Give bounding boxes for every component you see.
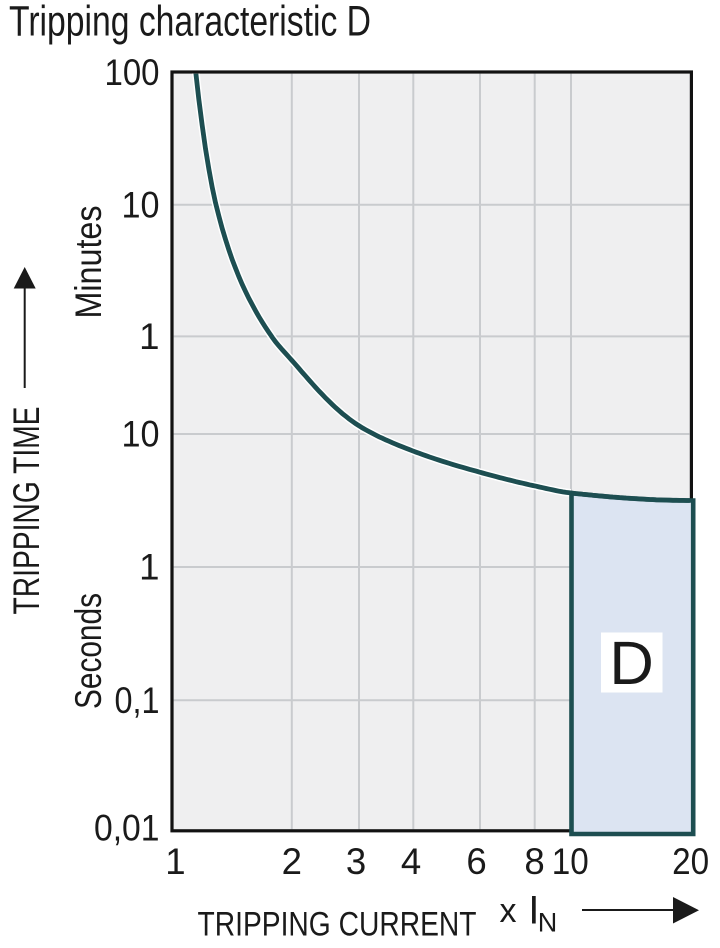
svg-text:D: D: [609, 629, 653, 698]
svg-text:N: N: [538, 907, 558, 937]
svg-text:TRIPPING CURRENT: TRIPPING CURRENT: [198, 905, 477, 943]
svg-text:10: 10: [552, 841, 589, 882]
svg-text:0,1: 0,1: [115, 680, 160, 721]
svg-text:20: 20: [672, 841, 709, 882]
svg-text:Minutes: Minutes: [68, 206, 109, 319]
svg-text:2: 2: [282, 841, 302, 882]
svg-text:TRIPPING TIME: TRIPPING TIME: [6, 407, 47, 615]
svg-text:10: 10: [122, 184, 160, 225]
svg-text:10: 10: [122, 414, 160, 455]
svg-text:8: 8: [524, 841, 544, 882]
svg-text:Tripping characteristic D: Tripping characteristic D: [9, 0, 371, 45]
svg-text:4: 4: [401, 841, 421, 882]
svg-text:3: 3: [346, 841, 366, 882]
svg-text:I: I: [528, 889, 539, 933]
svg-text:Seconds: Seconds: [68, 593, 109, 709]
svg-text:x: x: [500, 892, 517, 930]
svg-text:1: 1: [139, 316, 159, 357]
svg-text:0,01: 0,01: [94, 808, 160, 849]
svg-text:6: 6: [466, 841, 486, 882]
svg-text:1: 1: [165, 841, 185, 882]
svg-text:1: 1: [139, 547, 159, 588]
svg-text:100: 100: [105, 52, 160, 93]
